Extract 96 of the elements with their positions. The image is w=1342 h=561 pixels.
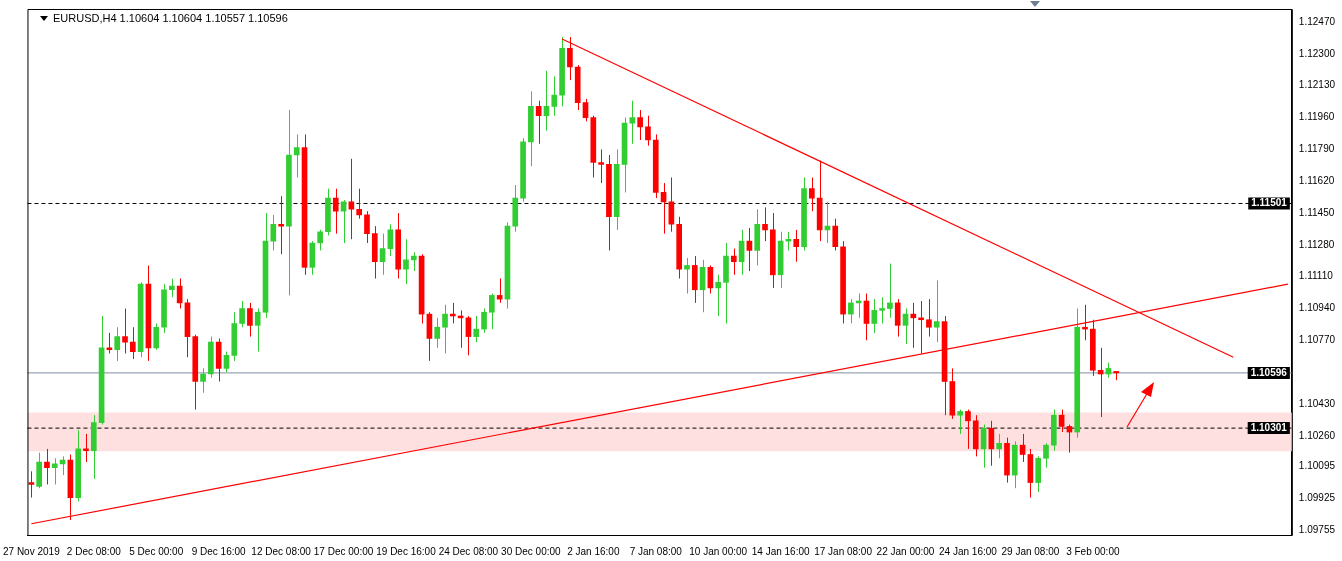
candlestick: [1058, 409, 1065, 433]
candlestick: [730, 248, 737, 276]
candlestick: [848, 298, 854, 324]
ref-line-label: 1.10596: [1250, 366, 1288, 378]
y-tick-label: 1.10095: [1298, 460, 1336, 472]
candlestick: [348, 158, 355, 240]
candlestick: [996, 433, 1002, 459]
y-tick-label: 1.11450: [1298, 206, 1335, 218]
y-tick-label: 1.12130: [1298, 79, 1336, 91]
candlestick: [114, 326, 121, 362]
x-tick-label: 9 Dec 16:00: [191, 545, 247, 557]
candlestick: [106, 332, 113, 354]
candlestick: [879, 296, 885, 324]
y-tick-label: 1.11280: [1298, 238, 1335, 250]
candlestick: [481, 308, 487, 334]
candlestick: [153, 322, 160, 351]
y-tick-label: 1.10770: [1298, 334, 1336, 346]
candlestick: [965, 409, 971, 450]
candlestick: [489, 293, 495, 330]
x-tick-label: 24 Jan 16:00: [939, 545, 998, 557]
x-tick-label: 12 Dec 08:00: [251, 545, 312, 557]
candlestick: [582, 98, 589, 122]
candlestick: [317, 229, 323, 251]
x-tick-label: 2 Jan 16:00: [567, 545, 620, 557]
candlestick: [809, 176, 815, 212]
y-tick-label: 1.10940: [1298, 302, 1336, 314]
x-tick-label: 17 Dec 00:00: [313, 545, 374, 557]
x-tick-label: 14 Jan 16:00: [751, 545, 810, 557]
candlestick: [247, 302, 253, 338]
y-tick-label: 1.10260: [1298, 429, 1336, 441]
x-tick-label: 19 Dec 16:00: [376, 545, 437, 557]
candlestick: [715, 274, 722, 317]
y-tick-label: 1.09755: [1298, 524, 1336, 536]
candlestick: [910, 302, 917, 349]
x-tick-label: 17 Jan 08:00: [814, 545, 873, 557]
x-tick-label: 2 Dec 08:00: [66, 545, 122, 557]
candlestick: [902, 308, 909, 345]
x-tick-label: 24 Dec 08:00: [438, 545, 499, 557]
candlestick: [364, 210, 370, 244]
candlestick: [684, 257, 690, 295]
candlestick: [551, 75, 558, 117]
candlestick: [356, 188, 362, 220]
x-tick-label: 7 Jan 08:00: [629, 545, 683, 557]
candlestick: [169, 278, 175, 298]
candlestick: [793, 229, 800, 263]
chart-title: EURUSD,H4 1.10604 1.10604 1.10557 1.10596: [53, 12, 288, 24]
x-tick-label: 30 Dec 00:00: [501, 545, 562, 557]
candlestick: [270, 214, 277, 251]
candlestick: [957, 409, 963, 435]
candlestick: [645, 115, 651, 147]
x-tick-label: 29 Jan 08:00: [1001, 545, 1060, 557]
candlestick: [473, 315, 480, 343]
candlestick: [332, 188, 339, 235]
y-tick-label: 1.11790: [1298, 143, 1335, 155]
y-tick-label: 1.10430: [1298, 397, 1336, 409]
candlestick: [239, 300, 245, 328]
candlestick: [434, 317, 441, 349]
ref-line-label: 1.10301: [1250, 421, 1288, 433]
y-tick-label: 1.12470: [1298, 15, 1336, 27]
candlestick: [410, 251, 417, 272]
ref-line-label: 1.11501: [1251, 197, 1288, 209]
candlestick: [254, 308, 261, 353]
candlestick: [894, 298, 901, 338]
candlestick: [44, 448, 50, 485]
candlestick: [887, 263, 893, 319]
y-tick-label: 1.09925: [1298, 492, 1336, 504]
x-tick-label: 10 Jan 00:00: [689, 545, 748, 557]
candlestick: [535, 100, 542, 145]
y-tick-label: 1.11110: [1298, 270, 1334, 282]
y-tick-label: 1.11960: [1298, 111, 1335, 123]
y-tick-label: 1.12300: [1298, 47, 1336, 59]
x-tick-label: 5 Dec 00:00: [129, 545, 184, 557]
candlestick: [403, 238, 409, 285]
candlestick: [668, 176, 675, 233]
candlestick: [871, 298, 878, 334]
candlestick: [293, 133, 300, 178]
candlestick: [122, 308, 128, 354]
candlestick: [926, 298, 932, 338]
candlestick: [637, 109, 643, 141]
x-tick-label: 22 Jan 00:00: [876, 545, 935, 557]
candlestick: [379, 233, 386, 276]
candlestick: [28, 470, 35, 499]
candlestick: [51, 457, 58, 485]
x-tick-label: 27 Nov 2019: [3, 545, 61, 557]
candlestick: [762, 206, 768, 242]
candlestick: [629, 100, 636, 145]
candlestick: [223, 351, 230, 373]
x-tick-label: 3 Feb 00:00: [1066, 545, 1120, 557]
candlestick: [129, 326, 136, 360]
candlestick: [442, 304, 448, 354]
candlestick: [832, 218, 839, 251]
y-tick-label: 1.11620: [1298, 174, 1335, 186]
candlestick: [200, 367, 206, 394]
candlestick: [598, 148, 604, 184]
candlestick: [1043, 442, 1049, 469]
candlestick: [933, 279, 940, 343]
